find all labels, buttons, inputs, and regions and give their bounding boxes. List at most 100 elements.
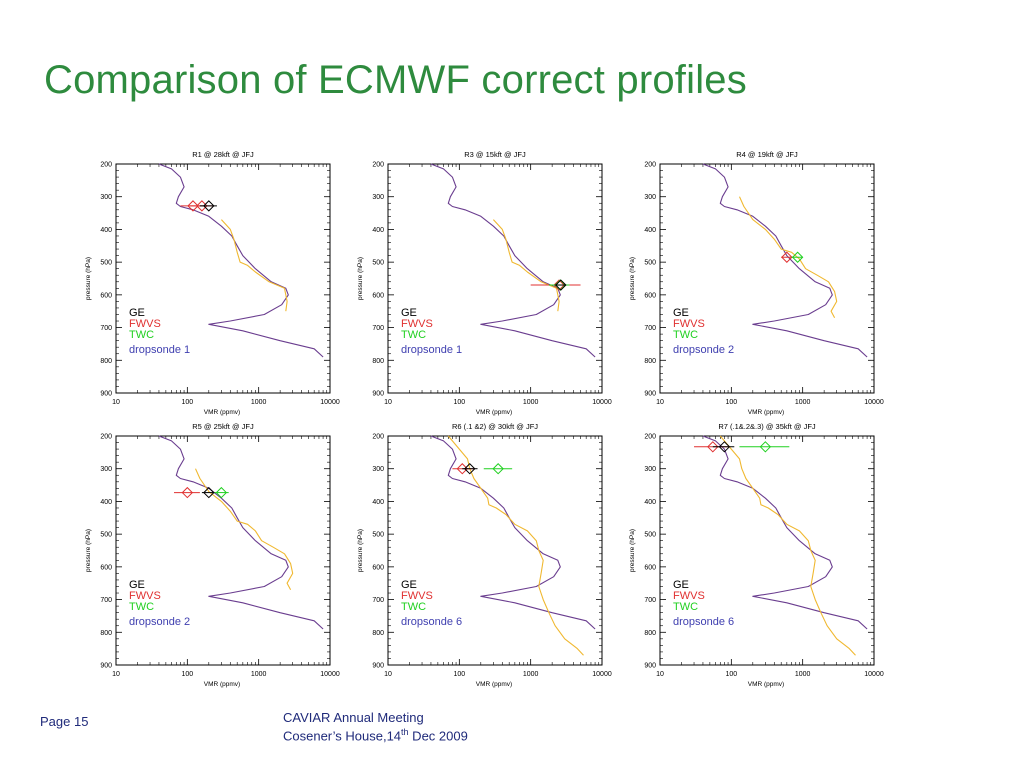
marker-diamond (492, 463, 504, 475)
marker-diamond (759, 441, 772, 453)
x-tick-label: 10000 (320, 399, 340, 406)
y-tick-label: 700 (100, 597, 112, 604)
marker-diamond (203, 486, 215, 499)
y-tick-label: 700 (372, 597, 384, 604)
plot-title: R7 (.1&.2&.3) @ 35kft @ JFJ (718, 422, 816, 431)
meeting-name: CAVIAR Annual Meeting (283, 710, 424, 725)
y-axis-label: pressure (hPa) (85, 529, 92, 572)
marker-diamond (464, 463, 476, 475)
y-axis-label: pressure (hPa) (629, 529, 636, 572)
profile-chart-3: R4 @ 19kft @ JFJ 10 100 1000 10000 VMR (ppmv)… (629, 150, 884, 416)
y-tick-label: 900 (100, 391, 112, 398)
profile-chart-4: R5 @ 25kft @ JFJ 10 100 1000 10000 VMR (ppmv)… (85, 422, 340, 688)
legend-entry: TWC (129, 601, 154, 613)
marker-diamond (781, 251, 793, 263)
x-tick-label: 1000 (795, 671, 811, 678)
x-axis-label: VMR (ppmv) (748, 409, 784, 416)
y-axis-label: pressure (hPa) (357, 257, 364, 300)
legend-entry: FWVS (673, 590, 705, 602)
venue-text: Cosener’s House,14 (283, 728, 402, 744)
marker-diamond (555, 279, 567, 291)
marker-diamond (456, 463, 468, 475)
y-tick-label: 400 (100, 227, 112, 234)
marker-ge (199, 200, 217, 212)
y-tick-label: 700 (644, 325, 656, 332)
x-axis-label: VMR (ppmv) (476, 409, 512, 416)
marker-twc (739, 441, 790, 453)
legend-entry: FWVS (129, 590, 161, 602)
y-tick-label: 600 (100, 564, 112, 571)
y-tick-label: 200 (372, 434, 384, 441)
plot-frame (387, 163, 603, 394)
legend-entry: TWC (129, 329, 154, 341)
legend-entry: TWC (401, 329, 426, 341)
plot-title: R1 @ 28kft @ JFJ (192, 150, 254, 159)
x-tick-label: 10000 (864, 671, 884, 678)
y-tick-label: 300 (644, 194, 656, 201)
ecmwf-profile-line (430, 163, 596, 358)
y-tick-label: 400 (372, 227, 384, 234)
y-tick-label: 400 (644, 227, 656, 234)
dropsonde-profile-line (220, 219, 288, 312)
venue-ordinal: th (401, 727, 409, 737)
legend-entry: GE (673, 307, 689, 319)
x-tick-label: 10 (656, 671, 664, 678)
legend-entry: dropsonde 1 (129, 344, 190, 356)
plot-frame (659, 435, 875, 666)
y-tick-label: 500 (100, 532, 112, 539)
plot-title: R3 @ 15kft @ JFJ (464, 150, 526, 159)
marker-diamond (553, 279, 565, 291)
x-tick-label: 100 (725, 399, 737, 406)
y-tick-label: 300 (372, 194, 384, 201)
legend-entry: dropsonde 2 (129, 616, 190, 628)
marker-diamond (718, 441, 731, 453)
x-tick-label: 10 (112, 399, 120, 406)
x-tick-label: 10000 (592, 671, 612, 678)
marker-twc (791, 251, 804, 263)
ecmwf-profile-line (158, 163, 324, 358)
marker-diamond (707, 441, 719, 453)
x-tick-label: 10 (656, 399, 664, 406)
page-number: Page 15 (40, 714, 89, 729)
marker-twc (214, 486, 229, 499)
y-tick-label: 900 (372, 663, 384, 670)
legend-entry: dropsonde 6 (401, 616, 462, 628)
profile-chart-2: R3 @ 15kft @ JFJ 10 100 1000 10000 VMR (ppmv)… (357, 150, 612, 416)
x-axis-label: VMR (ppmv) (748, 681, 784, 688)
legend-entry: dropsonde 1 (401, 344, 462, 356)
y-tick-label: 800 (372, 358, 384, 365)
dropsonde-profile-line (738, 196, 838, 319)
y-tick-label: 500 (372, 532, 384, 539)
y-tick-label: 600 (372, 564, 384, 571)
x-tick-label: 100 (453, 399, 465, 406)
ecmwf-profile-line (430, 435, 596, 630)
y-tick-label: 300 (100, 466, 112, 473)
y-tick-label: 800 (644, 630, 656, 637)
x-tick-label: 1000 (251, 671, 267, 678)
legend-entry: TWC (673, 601, 698, 613)
y-tick-label: 800 (372, 630, 384, 637)
y-tick-label: 700 (372, 325, 384, 332)
dropsonde-profile-line (719, 435, 856, 656)
y-tick-label: 600 (644, 292, 656, 299)
marker-diamond (187, 200, 199, 212)
y-tick-label: 300 (644, 466, 656, 473)
marker-diamond (215, 486, 228, 499)
legend-entry: GE (129, 307, 145, 319)
y-tick-label: 200 (372, 162, 384, 169)
x-tick-label: 100 (181, 671, 193, 678)
y-axis-label: pressure (hPa) (357, 529, 364, 572)
y-tick-label: 900 (644, 391, 656, 398)
x-tick-label: 1000 (523, 671, 539, 678)
legend-entry: GE (673, 579, 689, 591)
y-tick-label: 700 (100, 325, 112, 332)
x-tick-label: 10000 (864, 399, 884, 406)
plot-frame (659, 163, 875, 394)
y-tick-label: 600 (372, 292, 384, 299)
ecmwf-profile-line (702, 163, 868, 358)
legend-entry: FWVS (129, 318, 161, 330)
y-tick-label: 600 (100, 292, 112, 299)
dropsonde-profile-line (447, 435, 584, 656)
y-tick-label: 800 (100, 630, 112, 637)
